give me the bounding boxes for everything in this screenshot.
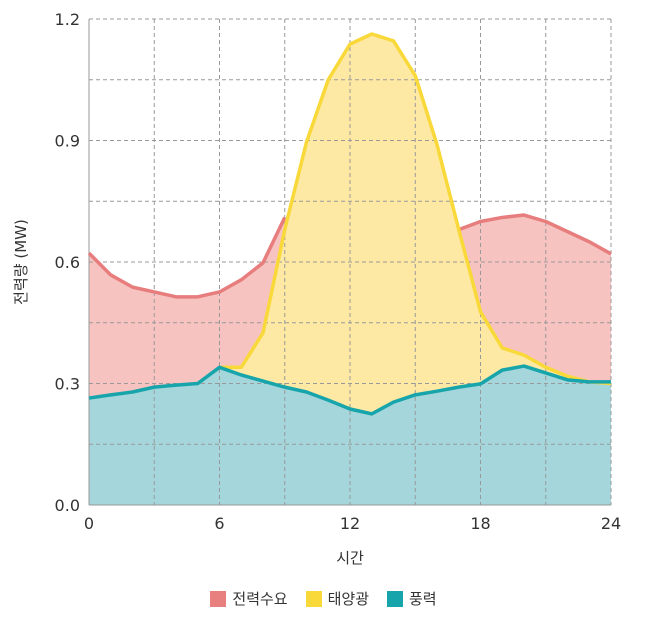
x-axis-label: 시간 — [336, 549, 364, 567]
x-tick-label: 6 — [214, 514, 224, 533]
chart: 0 6 12 18 24 0.0 0.3 0.6 0.9 1.2 시간 전력량 (MW) — [12, 10, 621, 567]
y-tick-label: 0.3 — [55, 375, 80, 394]
wind-line — [88, 364, 611, 416]
demand-line — [87, 216, 287, 299]
demand-line — [458, 213, 612, 256]
x-tick-label: 18 — [470, 514, 490, 533]
legend-item-demand: 전력수요 — [210, 588, 288, 609]
x-tick-label: 24 — [601, 514, 621, 533]
legend-item-solar: 태양광 — [305, 588, 369, 609]
legend-swatch — [210, 590, 227, 607]
legend-swatch — [305, 590, 322, 607]
legend-label: 풍력 — [409, 590, 437, 608]
y-tick-label: 0.9 — [55, 132, 80, 151]
legend: 전력수요 태양광 풍력 — [0, 588, 647, 609]
solar-line — [219, 32, 612, 386]
legend-swatch — [387, 590, 403, 607]
x-tick-label: 0 — [84, 514, 94, 533]
legend-item-wind: 풍력 — [387, 588, 437, 609]
legend-label: 태양광 — [327, 590, 369, 608]
y-tick-label: 0.6 — [55, 253, 80, 272]
y-axis-label: 전력량 (MW) — [12, 219, 30, 305]
y-tick-label: 0.0 — [55, 496, 80, 515]
y-tick-label: 1.2 — [55, 10, 80, 29]
x-tick-label: 12 — [340, 514, 360, 533]
legend-label: 전력수요 — [232, 590, 288, 608]
